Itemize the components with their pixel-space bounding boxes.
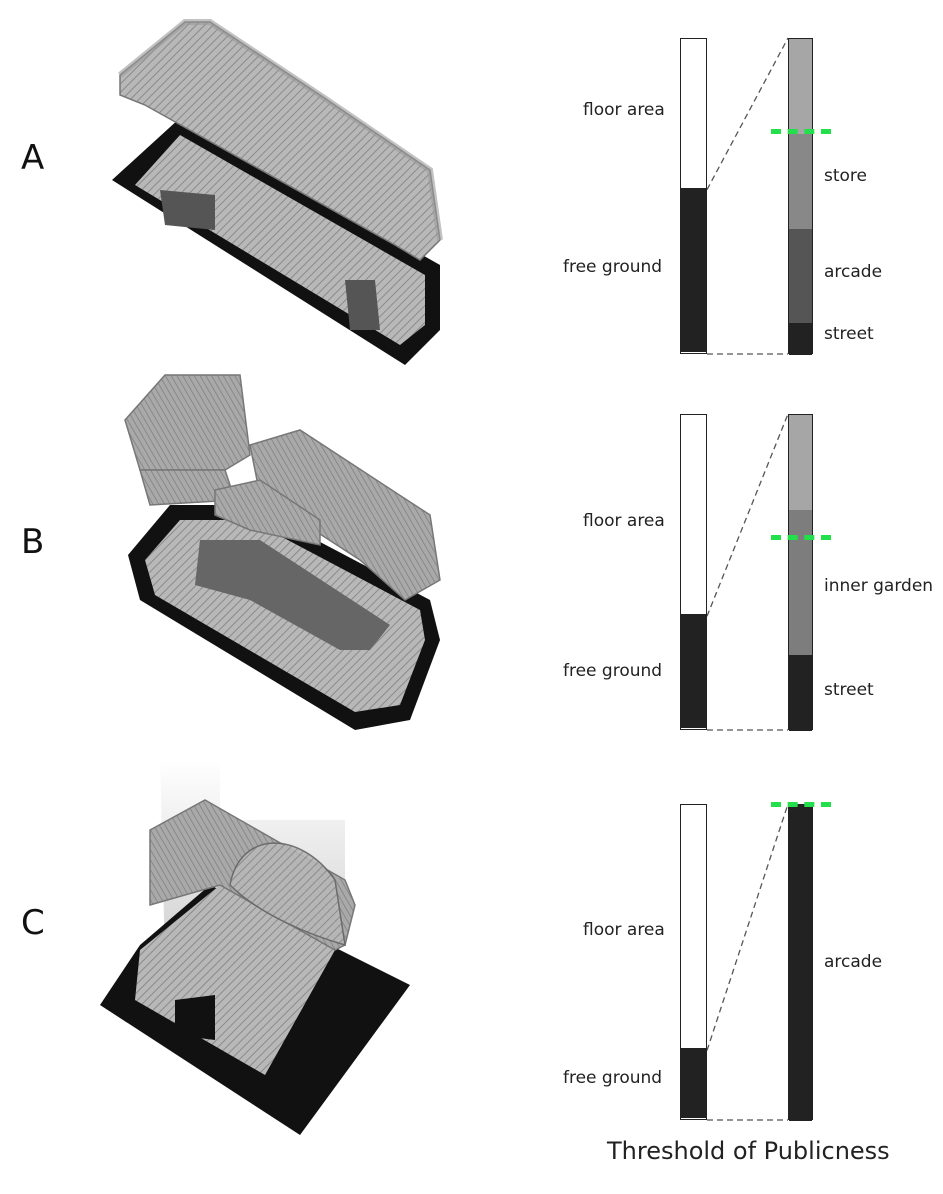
panel-b-street-label: street [824,680,874,700]
panel-b-inner-garden-label: inner garden [824,576,934,596]
panel-letter-c: C [21,903,45,943]
panel-a-threshold-line [771,129,831,135]
panel-letter-a: A [21,138,45,178]
panel-b-segment-2 [789,655,812,731]
panel-b-threshold-line [771,535,831,541]
panel-b-segment-0 [789,415,812,510]
panel-a-free-ground-label: free ground [563,257,663,277]
axonometric-models [100,19,443,1135]
model-c-drawing [100,760,410,1135]
panel-c-arcade-label: arcade [824,952,883,972]
panel-b-free-ground-fill [681,614,706,728]
panel-a-arcade-label: arcade [824,262,883,282]
panel-a-segment-1 [789,133,812,229]
panel-c-upper-connector [706,803,789,1051]
model-b-drawing [124,374,441,730]
panel-c-right-bar [788,804,813,1121]
panel-c-free-ground-label: free ground [563,1068,663,1088]
panel-a-segment-0 [789,39,812,134]
panel-a-street-label: street [824,324,874,344]
panel-a-store-label: store [824,166,867,186]
panel-b-upper-connector [706,413,789,617]
panel-a-segment-3 [789,323,812,355]
panel-b-left-bar [680,414,707,730]
panel-a-upper-connector [706,37,789,190]
panel-b-right-bar [788,414,813,731]
panel-c-segment-0 [789,805,812,1121]
panel-a-floor-area-label: floor area [583,100,665,120]
panel-b-segment-1 [789,509,812,656]
model-a-drawing [112,19,443,365]
panel-b-free-ground-label: free ground [563,661,663,681]
panel-a-left-bar [680,38,707,354]
panel-a-segment-2 [789,228,812,324]
threshold-of-publicness-caption: Threshold of Publicness [607,1137,890,1165]
panel-letter-b: B [21,522,45,562]
panel-c-floor-area-label: floor area [583,920,665,940]
panel-c-threshold-line [771,802,831,807]
panel-c-free-ground-fill [681,1048,706,1118]
panel-c-left-bar [680,804,707,1120]
panel-b-floor-area-label: floor area [583,511,665,531]
panel-a-right-bar [788,38,813,355]
panel-a-free-ground-fill [681,187,706,352]
